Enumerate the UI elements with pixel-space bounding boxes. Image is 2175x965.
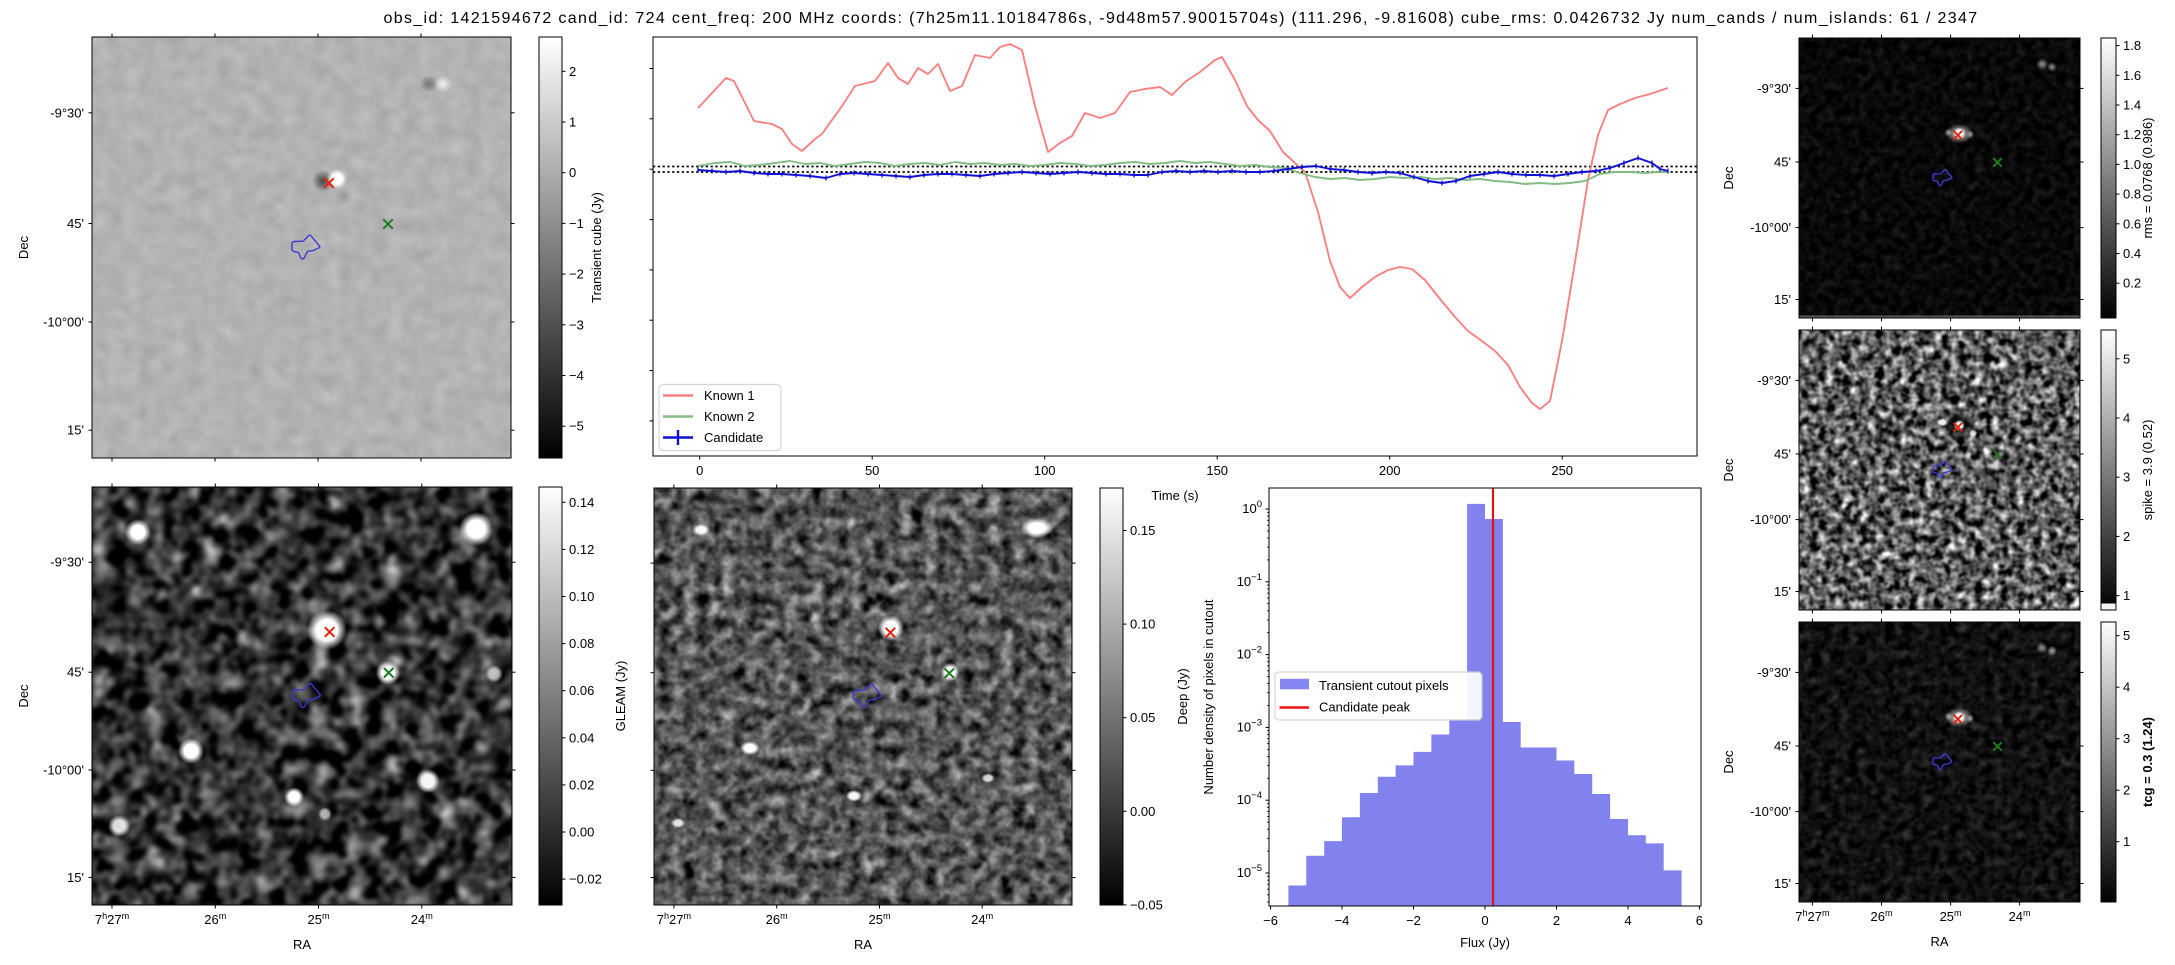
svg-text:0.6: 0.6 xyxy=(2123,216,2141,231)
svg-text:0.2: 0.2 xyxy=(2123,276,2141,291)
svg-text:-10°00': -10°00' xyxy=(1750,512,1791,527)
svg-text:Dec: Dec xyxy=(16,684,31,708)
svg-text:−6: −6 xyxy=(1263,913,1278,928)
svg-text:tcg = 0.3 (1.24): tcg = 0.3 (1.24) xyxy=(2140,717,2155,807)
svg-text:0.08: 0.08 xyxy=(569,636,594,651)
svg-text:−4: −4 xyxy=(1335,913,1350,928)
svg-text:1.2: 1.2 xyxy=(2123,127,2141,142)
svg-text:RA: RA xyxy=(293,937,311,952)
svg-text:0.06: 0.06 xyxy=(569,683,594,698)
svg-text:15': 15' xyxy=(67,423,84,438)
svg-text:-9°30': -9°30' xyxy=(50,555,84,570)
svg-text:0.04: 0.04 xyxy=(569,730,594,745)
svg-text:45': 45' xyxy=(1774,155,1791,170)
svg-text:−5: −5 xyxy=(569,419,584,434)
svg-text:-9°30': -9°30' xyxy=(1757,665,1791,680)
svg-text:0.4: 0.4 xyxy=(2123,246,2141,261)
svg-text:Known 1: Known 1 xyxy=(704,388,755,403)
svg-text:0.05: 0.05 xyxy=(1130,710,1155,725)
svg-text:Deep (Jy): Deep (Jy) xyxy=(1175,668,1190,724)
svg-text:2: 2 xyxy=(2123,529,2130,544)
svg-text:0: 0 xyxy=(696,463,703,478)
svg-text:Dec: Dec xyxy=(1721,166,1736,190)
svg-text:1.8: 1.8 xyxy=(2123,38,2141,53)
svg-text:3: 3 xyxy=(2123,470,2130,485)
svg-text:0.02: 0.02 xyxy=(569,777,594,792)
svg-text:15': 15' xyxy=(1774,584,1791,599)
svg-text:2: 2 xyxy=(2123,783,2130,798)
svg-text:-10°00': -10°00' xyxy=(43,763,84,778)
svg-text:−3: −3 xyxy=(569,317,584,332)
svg-text:Transient cube (Jy): Transient cube (Jy) xyxy=(589,192,604,303)
svg-text:0.12: 0.12 xyxy=(569,542,594,557)
svg-text:Dec: Dec xyxy=(1721,458,1736,482)
svg-text:0.8: 0.8 xyxy=(2123,187,2141,202)
svg-text:0.10: 0.10 xyxy=(1130,617,1155,632)
svg-text:GLEAM (Jy): GLEAM (Jy) xyxy=(613,661,628,732)
svg-text:0.10: 0.10 xyxy=(569,589,594,604)
svg-text:1.4: 1.4 xyxy=(2123,98,2141,113)
svg-text:15': 15' xyxy=(67,870,84,885)
svg-text:Time (s): Time (s) xyxy=(1151,488,1198,503)
svg-text:4: 4 xyxy=(2123,411,2130,426)
svg-text:Flux (Jy): Flux (Jy) xyxy=(1460,935,1510,950)
svg-text:45': 45' xyxy=(1774,447,1791,462)
svg-text:Transient cutout pixels: Transient cutout pixels xyxy=(1319,678,1449,693)
svg-text:3: 3 xyxy=(2123,731,2130,746)
svg-text:50: 50 xyxy=(865,463,879,478)
svg-text:6: 6 xyxy=(1696,913,1703,928)
svg-text:RA: RA xyxy=(1930,934,1948,949)
svg-text:0: 0 xyxy=(569,165,576,180)
svg-text:−1: −1 xyxy=(569,216,584,231)
svg-text:−0.02: −0.02 xyxy=(569,872,602,887)
svg-text:250: 250 xyxy=(1551,463,1573,478)
svg-text:1.0: 1.0 xyxy=(2123,157,2141,172)
svg-text:RA: RA xyxy=(854,937,872,952)
svg-text:Dec: Dec xyxy=(16,235,31,259)
svg-text:-10°00': -10°00' xyxy=(1750,804,1791,819)
svg-text:100: 100 xyxy=(1034,463,1056,478)
svg-text:-9°30': -9°30' xyxy=(50,105,84,120)
svg-text:15': 15' xyxy=(1774,292,1791,307)
svg-text:Known 2: Known 2 xyxy=(704,409,755,424)
svg-text:5: 5 xyxy=(2123,351,2130,366)
svg-text:rms = 0.0768 (0.986): rms = 0.0768 (0.986) xyxy=(2140,117,2155,238)
svg-text:−0.05: −0.05 xyxy=(1130,897,1163,912)
svg-text:2: 2 xyxy=(569,64,576,79)
svg-text:4: 4 xyxy=(1624,913,1631,928)
svg-text:200: 200 xyxy=(1379,463,1401,478)
svg-text:1: 1 xyxy=(2123,834,2130,849)
svg-text:−2: −2 xyxy=(569,267,584,282)
svg-text:1: 1 xyxy=(569,115,576,130)
svg-text:-10°00': -10°00' xyxy=(1750,220,1791,235)
svg-text:2: 2 xyxy=(1553,913,1560,928)
svg-text:45': 45' xyxy=(1774,739,1791,754)
svg-text:spike = 3.9 (0.52): spike = 3.9 (0.52) xyxy=(2140,420,2155,521)
svg-text:0: 0 xyxy=(1481,913,1488,928)
svg-text:0.15: 0.15 xyxy=(1130,523,1155,538)
svg-text:5: 5 xyxy=(2123,628,2130,643)
svg-text:Dec: Dec xyxy=(1721,750,1736,774)
svg-text:150: 150 xyxy=(1206,463,1228,478)
svg-text:0.14: 0.14 xyxy=(569,495,594,510)
svg-text:-9°30': -9°30' xyxy=(1757,81,1791,96)
svg-text:45': 45' xyxy=(67,665,84,680)
svg-text:Candidate: Candidate xyxy=(704,430,763,445)
svg-text:obs_id: 1421594672 cand_id: 72: obs_id: 1421594672 cand_id: 724 cent_fre… xyxy=(384,10,1979,27)
svg-text:0.00: 0.00 xyxy=(569,825,594,840)
svg-text:15': 15' xyxy=(1774,876,1791,891)
svg-text:4: 4 xyxy=(2123,680,2130,695)
svg-text:Number density of pixels in cu: Number density of pixels in cutout xyxy=(1201,599,1216,794)
svg-text:-9°30': -9°30' xyxy=(1757,373,1791,388)
svg-text:0.00: 0.00 xyxy=(1130,804,1155,819)
svg-text:45': 45' xyxy=(67,216,84,231)
svg-text:1: 1 xyxy=(2123,588,2130,603)
svg-text:-10°00': -10°00' xyxy=(43,315,84,330)
svg-text:−2: −2 xyxy=(1406,913,1421,928)
svg-text:Candidate peak: Candidate peak xyxy=(1319,700,1411,715)
svg-text:−4: −4 xyxy=(569,368,584,383)
svg-text:1.6: 1.6 xyxy=(2123,68,2141,83)
